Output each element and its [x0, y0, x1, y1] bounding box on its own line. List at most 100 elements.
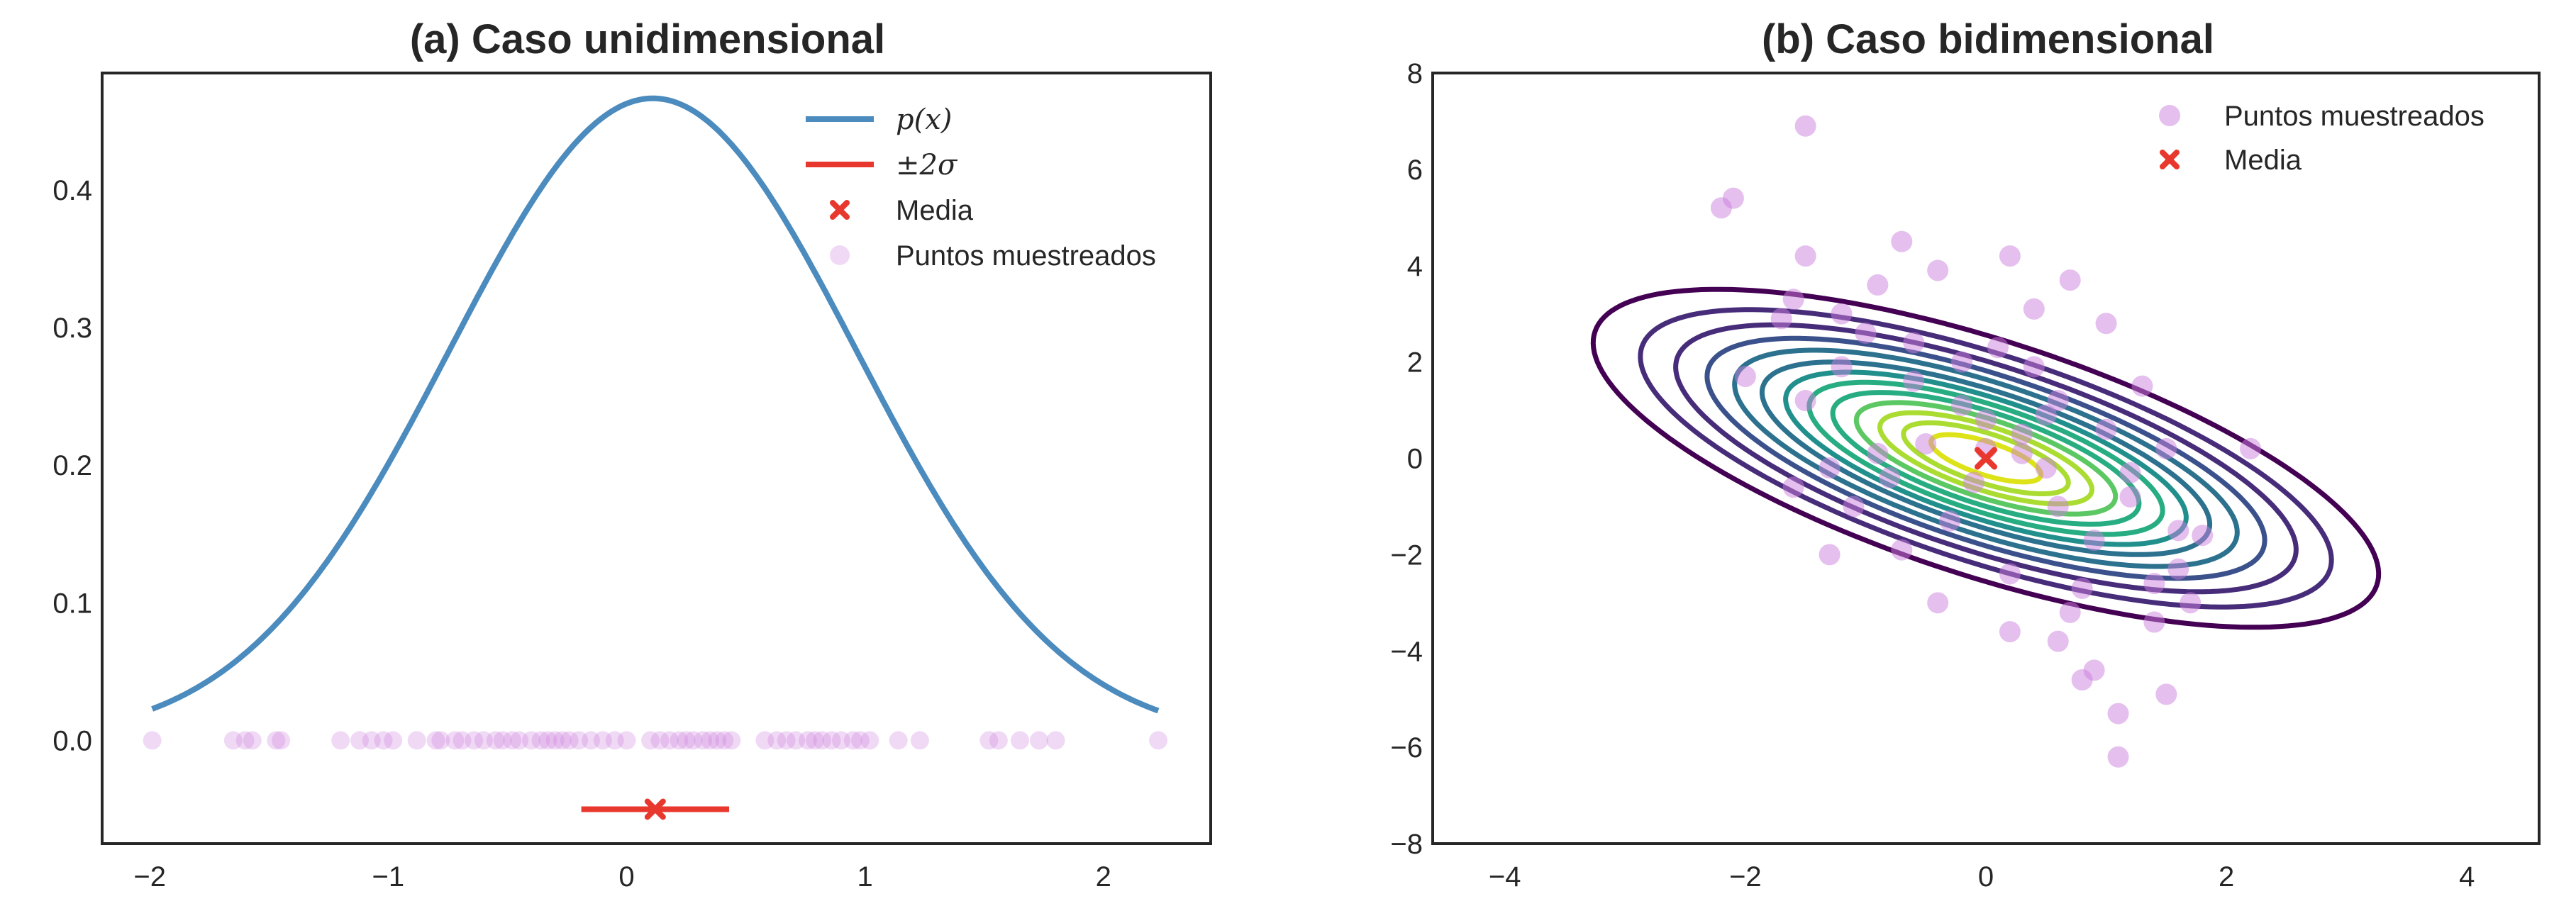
contour-line: [1928, 432, 2043, 485]
sample-point: [2035, 457, 2057, 479]
legend-marker-media: [830, 200, 850, 220]
sample-point: [1915, 433, 1937, 455]
sample-point: [2047, 630, 2069, 652]
panel-a-x-axis: −2 −1 0 1 2: [133, 861, 1111, 893]
panel-b-title: (b) Caso bidimensional: [1762, 16, 2214, 62]
contour-line: [1877, 410, 2095, 507]
sample-point: [2023, 298, 2045, 320]
sample-point: [708, 731, 727, 750]
sample-point: [582, 731, 601, 750]
sample-point: [1939, 510, 1961, 532]
sample-point: [2047, 496, 2069, 518]
sample-point: [426, 731, 445, 750]
sample-point: [843, 731, 862, 750]
sample-point: [570, 731, 589, 750]
sample-point: [2119, 486, 2141, 508]
sample-point: [545, 731, 565, 750]
sample-point: [235, 731, 255, 750]
sample-point: [431, 731, 450, 750]
x-tick-label: 2: [2219, 861, 2234, 893]
sample-point: [1999, 621, 2021, 643]
sample-point: [143, 731, 162, 750]
sample-point: [1903, 332, 1925, 354]
mean-marker-stroke: [1975, 447, 1997, 470]
sample-point: [1011, 731, 1030, 750]
x-tick-label: 2: [1096, 861, 1111, 893]
sample-point: [860, 731, 879, 750]
mean-marker: [644, 798, 666, 820]
y-tick-label: 8: [1407, 58, 1423, 89]
x-tick-label: −1: [372, 861, 405, 893]
sample-point: [850, 731, 870, 750]
y-tick-label: 4: [1407, 251, 1423, 282]
sample-point: [832, 731, 850, 750]
legend-label-puntos: Puntos muestreados: [896, 240, 1156, 272]
panel-b-x-axis: −4 −2 0 2 4: [1489, 861, 2475, 893]
panel-b-y-axis: −8 −6 −4 −2 0 2 4 6 8: [1390, 58, 1423, 860]
sample-point: [331, 731, 350, 750]
sample-point: [1794, 389, 1816, 411]
sample-point: [1029, 731, 1048, 750]
sample-point: [2107, 746, 2129, 768]
legend-entry-puntos: Puntos muestreados: [830, 240, 1156, 272]
sample-point: [798, 731, 817, 750]
panel-a-frame: [101, 72, 1212, 845]
sample-point: [822, 731, 841, 750]
legend-entry-px: p(x): [806, 104, 952, 136]
sample-point: [1782, 289, 1804, 311]
density-curve: [151, 95, 1160, 714]
legend-entry-puntos-b: Puntos muestreados: [2159, 101, 2485, 132]
sample-point: [2011, 442, 2033, 464]
sample-point: [272, 731, 291, 750]
sample-point: [715, 731, 734, 750]
y-tick-label: 6: [1407, 155, 1423, 186]
sample-point: [1879, 466, 1901, 488]
sample-point: [806, 731, 825, 750]
sample-point: [486, 731, 505, 750]
sample-point: [1046, 731, 1065, 750]
sample-point: [522, 731, 541, 750]
sample-point: [2035, 404, 2057, 426]
x-tick-label: −2: [1729, 861, 1762, 893]
y-tick-label: 0.4: [52, 175, 92, 206]
sample-point: [605, 731, 624, 750]
panel-a: (a) Caso unidimensional −2 −1 0 1 2 0.00.10.…: [52, 16, 1212, 893]
panel-a-y-axis: 0.0 0.1 0.2 0.3 0.4: [52, 175, 92, 756]
sample-point: [1951, 394, 1973, 416]
sample-point: [593, 731, 612, 750]
panel-b: (b) Caso bidimensional −4 −2 0 2 4 −8 −6 −4 −2 0…: [1390, 16, 2541, 893]
sample-point: [2107, 703, 2129, 725]
panel-b-legend: Puntos muestreados Media: [2159, 101, 2485, 176]
sample-point: [1927, 592, 1949, 614]
sample-point: [1903, 370, 1925, 392]
sample-point: [2119, 462, 2141, 483]
legend-marker-puntos-b: [2159, 105, 2180, 126]
y-tick-label: 2: [1407, 347, 1423, 379]
sample-point: [989, 731, 1008, 750]
sample-point: [2059, 269, 2081, 291]
mean-marker-stroke: [644, 798, 666, 820]
sample-point: [1819, 544, 1841, 566]
panel-b-frame: [1431, 72, 2541, 845]
sample-point: [2155, 683, 2177, 705]
contour-line: [1783, 369, 2189, 547]
y-tick-label: 0.0: [52, 725, 92, 756]
sample-point: [1843, 496, 1865, 518]
legend-label-2sigma: ±2σ: [896, 149, 958, 181]
panel-b-plot-area: [1590, 115, 2382, 768]
sample-point: [660, 731, 679, 750]
sample-point: [1999, 245, 2021, 267]
sample-point: [1770, 308, 1792, 330]
sample-point: [493, 731, 512, 750]
sample-point: [1891, 539, 1913, 561]
sample-point: [787, 731, 806, 750]
sample-point: [910, 731, 929, 750]
sample-point: [2059, 601, 2081, 623]
sample-point: [722, 731, 741, 750]
sample-point: [2192, 525, 2214, 547]
contour-line: [1704, 335, 2267, 581]
sample-point: [2071, 669, 2093, 691]
contour-line: [1759, 359, 2213, 557]
contour-line: [1732, 347, 2240, 569]
